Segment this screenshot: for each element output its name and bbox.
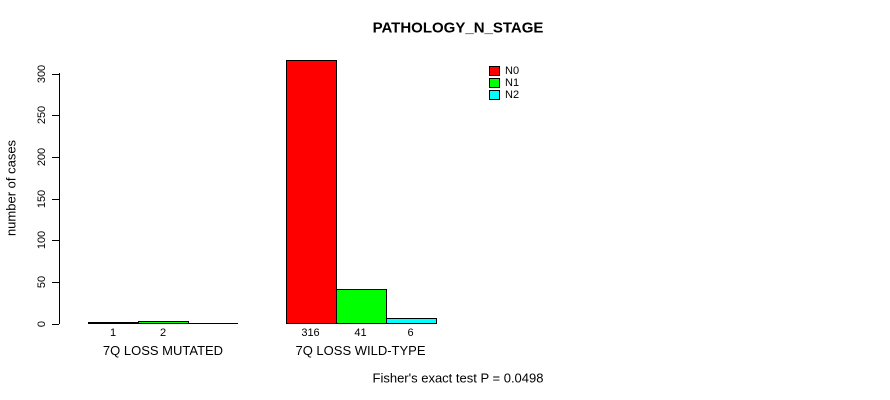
chart-title: PATHOLOGY_N_STAGE <box>372 19 544 37</box>
legend-swatch-icon <box>489 90 500 100</box>
bar-value-label: 316 <box>301 327 320 339</box>
legend-item-n2: N2 <box>489 89 520 101</box>
legend-label: N2 <box>505 89 520 101</box>
y-tick-label: 300 <box>36 64 48 83</box>
bar-value-label: 6 <box>407 327 414 339</box>
y-tick <box>52 73 59 75</box>
group-label: 7Q LOSS MUTATED <box>102 343 224 358</box>
legend-label: N1 <box>505 77 520 89</box>
y-tick <box>52 281 59 283</box>
group-label: 7Q LOSS WILD-TYPE <box>295 343 426 358</box>
bar-n1-7q-loss-mutated <box>138 321 189 324</box>
legend-swatch-icon <box>489 66 500 76</box>
bar-n1-7q-loss-wild-type <box>335 288 387 324</box>
bar-n2-7q-loss-wild-type <box>385 318 437 324</box>
bar-n0-7q-loss-mutated <box>88 322 139 325</box>
legend-label: N0 <box>505 65 520 77</box>
bar-value-label: 1 <box>109 327 117 339</box>
y-tick-label: 0 <box>36 320 48 327</box>
footnote-fishers-test: Fisher's exact test P = 0.0498 <box>372 370 544 386</box>
y-tick <box>52 323 59 325</box>
y-tick-label: 200 <box>36 147 48 167</box>
y-tick-label: 50 <box>36 275 48 288</box>
bar-value-label: 2 <box>159 327 167 339</box>
y-tick <box>52 198 59 200</box>
y-axis-line <box>59 73 60 324</box>
y-tick <box>52 156 59 158</box>
legend: N0 N1 N2 <box>489 66 519 102</box>
legend-swatch-icon <box>489 78 500 88</box>
y-tick <box>52 115 59 117</box>
y-tick-label: 100 <box>36 230 48 250</box>
y-tick-label: 150 <box>36 189 48 208</box>
y-tick <box>52 240 59 242</box>
legend-item-n1: N1 <box>489 77 520 89</box>
bar-value-label: 41 <box>354 327 367 339</box>
bar-n0-7q-loss-wild-type <box>285 59 337 324</box>
legend-item-n0: N0 <box>489 65 520 77</box>
y-axis-label: number of cases <box>3 139 19 237</box>
y-tick-label: 250 <box>36 105 48 125</box>
